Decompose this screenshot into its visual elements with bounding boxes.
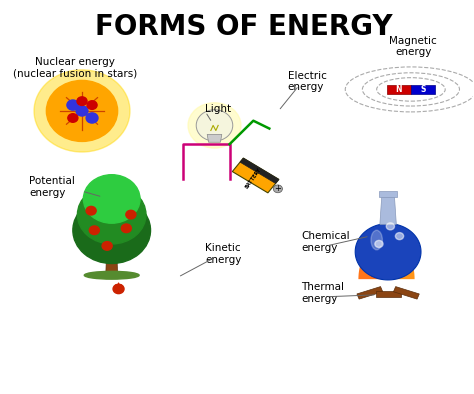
Polygon shape <box>358 254 381 279</box>
Polygon shape <box>355 224 421 280</box>
Polygon shape <box>240 158 279 184</box>
Polygon shape <box>207 134 222 142</box>
Circle shape <box>73 197 151 264</box>
Polygon shape <box>387 85 411 94</box>
Circle shape <box>76 106 88 116</box>
Polygon shape <box>357 286 383 299</box>
Polygon shape <box>393 286 419 299</box>
Polygon shape <box>232 158 279 193</box>
Circle shape <box>77 185 146 244</box>
Circle shape <box>188 103 241 148</box>
Text: FORMS OF ENERGY: FORMS OF ENERGY <box>95 13 393 41</box>
Circle shape <box>196 110 233 141</box>
Polygon shape <box>380 197 396 225</box>
Polygon shape <box>380 237 396 275</box>
Text: Electric
energy: Electric energy <box>288 71 327 92</box>
Circle shape <box>273 185 283 193</box>
Circle shape <box>83 175 140 223</box>
Polygon shape <box>106 239 118 275</box>
Circle shape <box>34 70 130 152</box>
Circle shape <box>121 224 131 232</box>
Circle shape <box>395 232 404 240</box>
Text: Magnetic
energy: Magnetic energy <box>389 35 437 57</box>
Text: Kinetic
energy: Kinetic energy <box>205 243 242 264</box>
Text: Thermal
energy: Thermal energy <box>301 282 344 304</box>
Text: BATTERY: BATTERY <box>244 167 263 190</box>
Polygon shape <box>371 246 392 277</box>
Text: S: S <box>420 85 426 94</box>
Text: Chemical
energy: Chemical energy <box>301 231 350 253</box>
Circle shape <box>113 284 124 294</box>
Polygon shape <box>396 256 415 279</box>
Text: Potential
energy: Potential energy <box>29 177 75 198</box>
Polygon shape <box>411 85 435 94</box>
Polygon shape <box>380 247 405 276</box>
Polygon shape <box>379 191 397 197</box>
Circle shape <box>87 101 97 110</box>
Text: +: + <box>274 184 281 193</box>
Circle shape <box>77 97 87 106</box>
Circle shape <box>375 240 383 247</box>
Circle shape <box>126 210 136 219</box>
Ellipse shape <box>371 230 383 250</box>
Ellipse shape <box>84 271 139 279</box>
Text: Nuclear energy
(nuclear fusion in stars): Nuclear energy (nuclear fusion in stars) <box>13 57 137 79</box>
Circle shape <box>386 223 394 230</box>
Text: N: N <box>396 85 402 94</box>
Circle shape <box>86 113 98 123</box>
Circle shape <box>46 80 118 141</box>
Circle shape <box>67 100 79 110</box>
Circle shape <box>86 206 96 215</box>
Circle shape <box>89 226 100 234</box>
Circle shape <box>68 114 78 122</box>
Polygon shape <box>375 291 401 297</box>
Text: Light: Light <box>205 104 231 114</box>
Circle shape <box>102 242 112 250</box>
